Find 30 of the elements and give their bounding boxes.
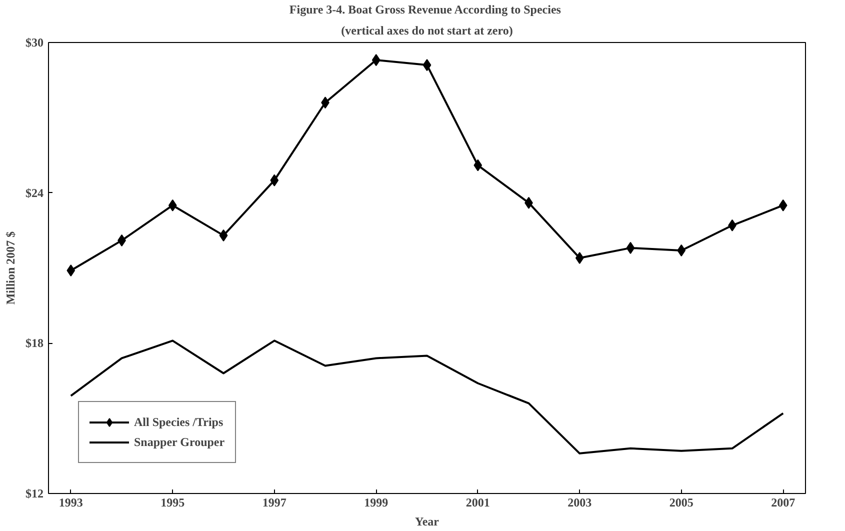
point <box>372 54 380 66</box>
point <box>219 229 228 242</box>
x-tick-label: 2003 <box>568 496 592 510</box>
legend-label: All Species /Trips <box>134 414 224 430</box>
point <box>66 264 76 277</box>
x-tick-label: 2007 <box>771 496 796 510</box>
x-tick-label: 2005 <box>669 496 694 510</box>
line-series <box>70 340 784 454</box>
y-tick-label: $18 <box>26 336 44 350</box>
point <box>626 242 635 254</box>
x-axis-title: Year <box>415 514 440 528</box>
legend-label: Snapper Grouper <box>134 434 225 450</box>
x-tick-label: 2001 <box>466 496 490 510</box>
y-tick-label: $12 <box>26 486 44 500</box>
point <box>168 199 177 212</box>
chart-subtitle: (vertical axes do not start at zero) <box>341 24 513 38</box>
x-tick-label: 1993 <box>58 496 83 510</box>
y-tick-label: $24 <box>26 186 44 200</box>
x-tick-label: 1995 <box>160 496 185 510</box>
y-tick-label: $30 <box>26 36 44 50</box>
point <box>474 159 482 172</box>
point <box>677 244 686 256</box>
point <box>778 199 788 212</box>
point <box>270 174 279 186</box>
x-tick-label: 1997 <box>262 496 286 510</box>
chart-title: Figure 3-4. Boat Gross Revenue According to Species <box>289 2 562 16</box>
x-tick-label: 1999 <box>364 496 388 510</box>
point <box>575 252 584 264</box>
y-axis-title: Million 2007 $ <box>4 231 18 305</box>
point <box>422 59 432 72</box>
